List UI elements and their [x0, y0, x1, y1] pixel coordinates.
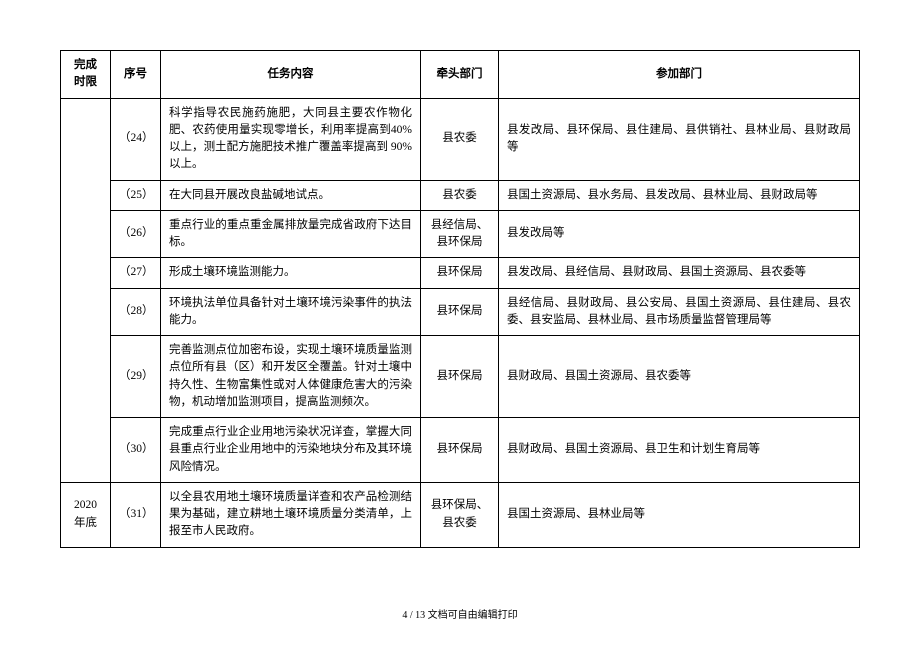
cell-task: 形成土壤环境监测能力。 — [161, 258, 421, 288]
table-row: （30） 完成重点行业企业用地污染状况详查，掌握大同县重点行业企业用地中的污染地… — [61, 418, 860, 483]
col-header-participant: 参加部门 — [499, 51, 860, 99]
table-row: （24） 科学指导农民施药施肥，大同县主要农作物化肥、农药使用量实现零增长，利用… — [61, 98, 860, 180]
cell-seq: （30） — [111, 418, 161, 483]
cell-task: 科学指导农民施药施肥，大同县主要农作物化肥、农药使用量实现零增长，利用率提高到4… — [161, 98, 421, 180]
cell-lead: 县环保局 — [421, 258, 499, 288]
cell-participant: 县发改局、县环保局、县住建局、县供销社、县林业局、县财政局等 — [499, 98, 860, 180]
page-number: 4 — [402, 610, 407, 621]
cell-participant: 县财政局、县国土资源局、县农委等 — [499, 336, 860, 418]
cell-deadline: 2020年底 — [61, 482, 111, 547]
col-header-seq: 序号 — [111, 51, 161, 99]
task-table: 完成时限 序号 任务内容 牵头部门 参加部门 （24） 科学指导农民施药施肥，大… — [60, 50, 860, 548]
cell-lead: 县环保局 — [421, 418, 499, 483]
table-row: （29） 完善监测点位加密布设，实现土壤环境质量监测点位所有县（区）和开发区全覆… — [61, 336, 860, 418]
table-row: （28） 环境执法单位具备针对土壤环境污染事件的执法能力。 县环保局 县经信局、… — [61, 288, 860, 336]
cell-task: 完成重点行业企业用地污染状况详查，掌握大同县重点行业企业用地中的污染地块分布及其… — [161, 418, 421, 483]
table-header-row: 完成时限 序号 任务内容 牵头部门 参加部门 — [61, 51, 860, 99]
cell-participant: 县发改局、县经信局、县财政局、县国土资源局、县农委等 — [499, 258, 860, 288]
cell-participant: 县国土资源局、县水务局、县发改局、县林业局、县财政局等 — [499, 180, 860, 210]
table-row: 2020年底 （31） 以全县农用地土壤环境质量详查和农产品检测结果为基础，建立… — [61, 482, 860, 547]
cell-task: 完善监测点位加密布设，实现土壤环境质量监测点位所有县（区）和开发区全覆盖。针对土… — [161, 336, 421, 418]
cell-seq: （31） — [111, 482, 161, 547]
cell-participant: 县国土资源局、县林业局等 — [499, 482, 860, 547]
cell-task: 以全县农用地土壤环境质量详查和农产品检测结果为基础，建立耕地土壤环境质量分类清单… — [161, 482, 421, 547]
cell-seq: （27） — [111, 258, 161, 288]
cell-participant: 县发改局等 — [499, 210, 860, 258]
footer-note: 文档可自由编辑打印 — [428, 610, 518, 621]
cell-seq: （24） — [111, 98, 161, 180]
cell-lead: 县农委 — [421, 180, 499, 210]
cell-seq: （29） — [111, 336, 161, 418]
table-row: （25） 在大同县开展改良盐碱地试点。 县农委 县国土资源局、县水务局、县发改局… — [61, 180, 860, 210]
cell-lead: 县环保局 — [421, 288, 499, 336]
cell-participant: 县经信局、县财政局、县公安局、县国土资源局、县住建局、县农委、县安监局、县林业局… — [499, 288, 860, 336]
cell-task: 重点行业的重点重金属排放量完成省政府下达目标。 — [161, 210, 421, 258]
cell-seq: （25） — [111, 180, 161, 210]
cell-lead: 县环保局 — [421, 336, 499, 418]
cell-seq: （28） — [111, 288, 161, 336]
cell-seq: （26） — [111, 210, 161, 258]
cell-deadline — [61, 98, 111, 482]
col-header-task: 任务内容 — [161, 51, 421, 99]
cell-task: 在大同县开展改良盐碱地试点。 — [161, 180, 421, 210]
page-footer: 4 / 13 文档可自由编辑打印 — [0, 606, 920, 621]
cell-lead: 县农委 — [421, 98, 499, 180]
cell-participant: 县财政局、县国土资源局、县卫生和计划生育局等 — [499, 418, 860, 483]
cell-lead: 县环保局、县农委 — [421, 482, 499, 547]
page-total: 13 — [415, 610, 425, 621]
cell-task: 环境执法单位具备针对土壤环境污染事件的执法能力。 — [161, 288, 421, 336]
table-row: （26） 重点行业的重点重金属排放量完成省政府下达目标。 县经信局、县环保局 县… — [61, 210, 860, 258]
col-header-deadline: 完成时限 — [61, 51, 111, 99]
col-header-lead: 牵头部门 — [421, 51, 499, 99]
cell-lead: 县经信局、县环保局 — [421, 210, 499, 258]
table-row: （27） 形成土壤环境监测能力。 县环保局 县发改局、县经信局、县财政局、县国土… — [61, 258, 860, 288]
